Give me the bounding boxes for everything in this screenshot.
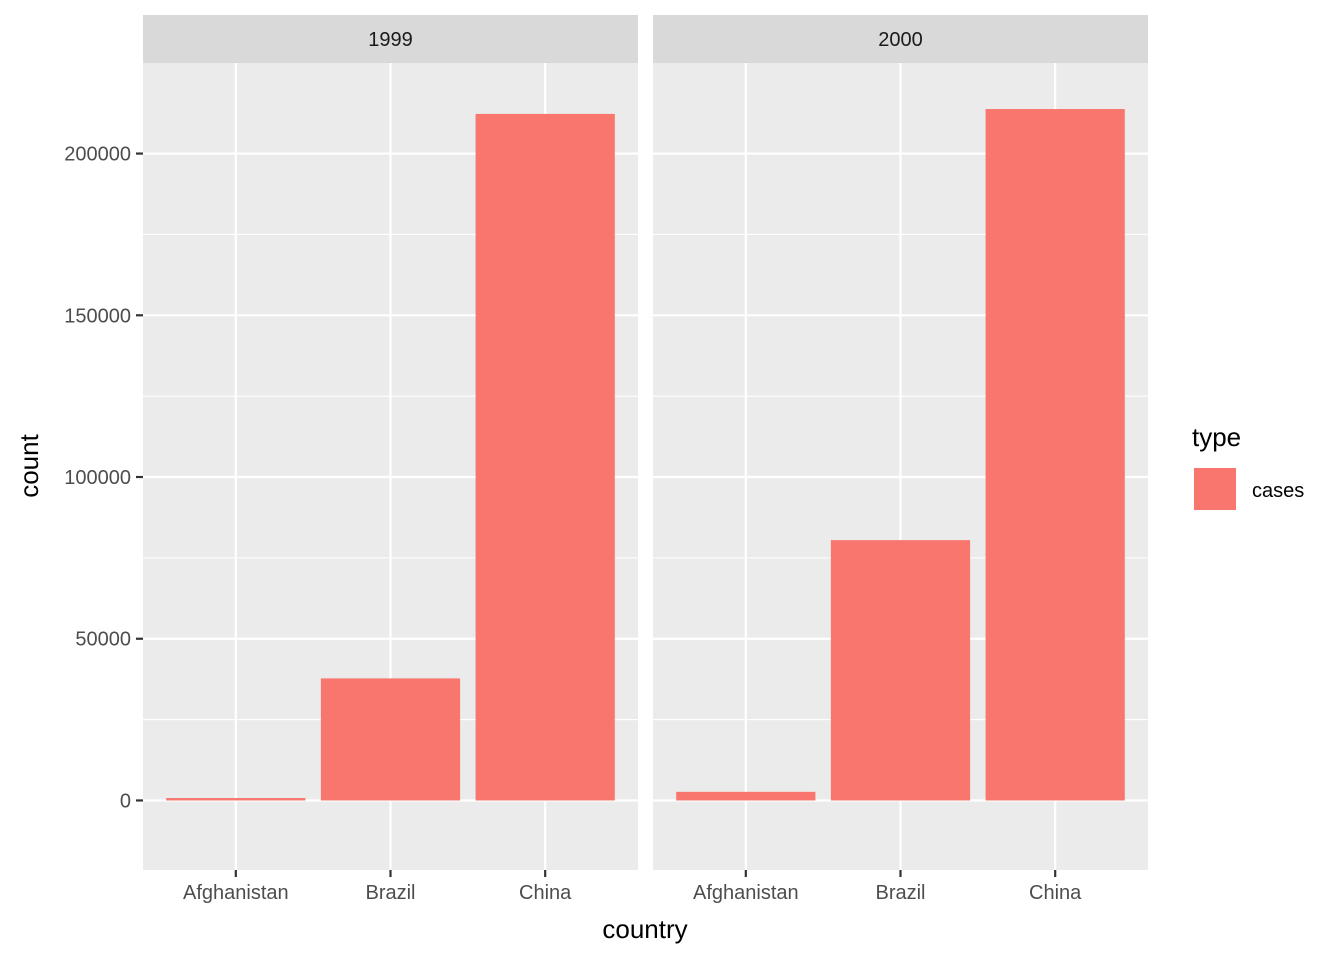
legend-title: type — [1192, 422, 1241, 452]
x-tick-label: Afghanistan — [693, 882, 799, 904]
y-axis: 0 50000 100000 150000 200000 — [64, 144, 143, 812]
bar-1999-afghanistan — [166, 798, 306, 801]
x-tick-label: Brazil — [875, 882, 925, 904]
legend: type cases — [1192, 422, 1304, 510]
facet-panel-2000: 2000 Afghanistan Brazil China — [653, 15, 1148, 904]
y-tick-label: 200000 — [64, 144, 131, 166]
x-tick-label: China — [1029, 882, 1082, 904]
x-tick-label: Brazil — [365, 882, 415, 904]
bar-1999-brazil — [320, 678, 461, 801]
y-axis-title: count — [14, 433, 44, 497]
facet-strip-label: 2000 — [878, 29, 923, 51]
x-tick-label: China — [519, 882, 572, 904]
facet-strip — [143, 15, 638, 63]
legend-label-cases: cases — [1252, 480, 1304, 502]
legend-key-cases — [1194, 468, 1236, 510]
y-tick-label: 150000 — [64, 305, 131, 327]
x-tick-label: Afghanistan — [183, 882, 289, 904]
y-tick-label: 100000 — [64, 467, 131, 489]
facet-panel-1999: 1999 Afghanistan Brazil China — [143, 15, 638, 904]
bar-2000-afghanistan — [676, 791, 816, 801]
facet-panels: 1999 Afghanistan Brazil China 2000 Afghanista… — [143, 15, 1148, 904]
x-axis-title: country — [602, 914, 687, 944]
y-tick-label: 0 — [120, 790, 131, 812]
facet-strip-label: 1999 — [368, 29, 413, 51]
facet-strip — [653, 15, 1148, 63]
bar-1999-china — [475, 113, 615, 801]
y-tick-label: 50000 — [75, 629, 131, 651]
bar-2000-brazil — [830, 540, 971, 801]
bar-2000-china — [985, 109, 1125, 801]
